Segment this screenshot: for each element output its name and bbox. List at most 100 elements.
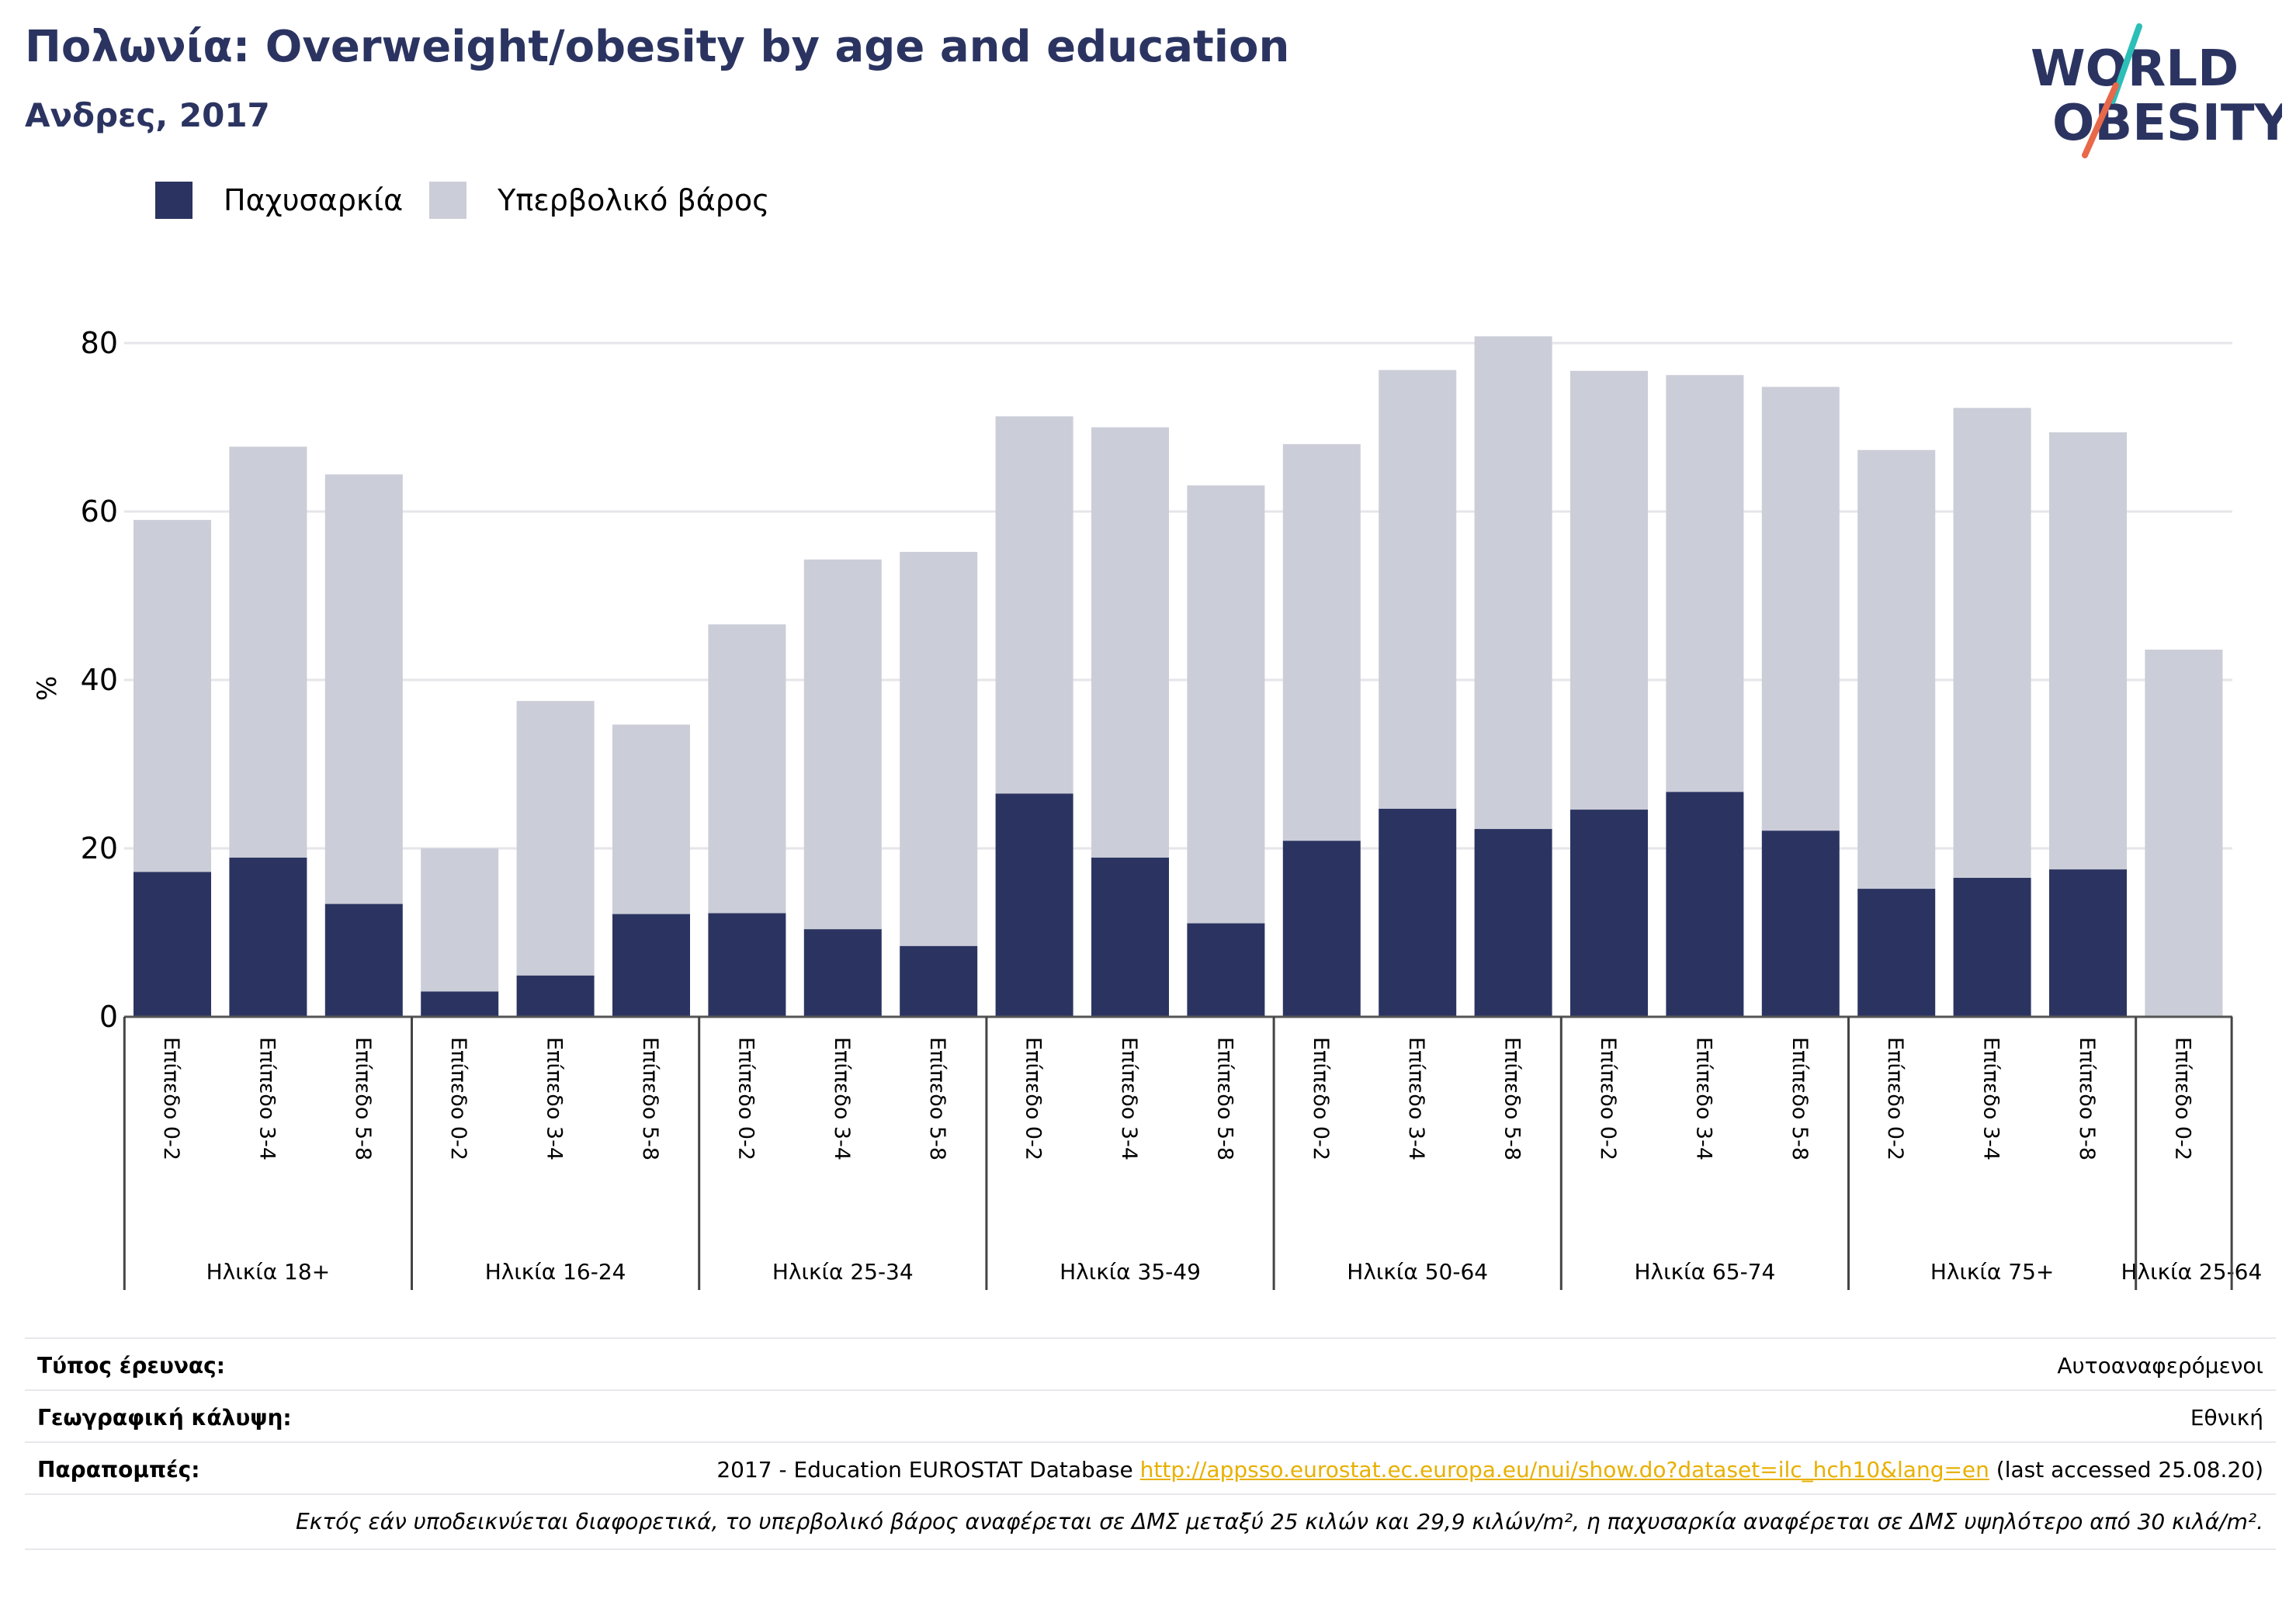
bar-obesity: [1761, 831, 1840, 1017]
legend-swatch-obesity: [155, 182, 192, 219]
y-tick-label: 0: [99, 1000, 118, 1034]
x-category-label: Επίπεδο 0-2: [446, 1037, 470, 1160]
references-value: 2017 - Education EUROSTAT Database http:…: [716, 1457, 2263, 1483]
bar-overweight: [1379, 369, 1457, 810]
bar-overweight: [1474, 336, 1552, 830]
bar-overweight: [324, 474, 403, 904]
bar-overweight: [1761, 387, 1840, 831]
legend-item-overweight: Υπερβολικό βάρος: [429, 182, 769, 219]
bar-obesity: [1379, 809, 1457, 1017]
bar-overweight: [1187, 485, 1265, 924]
x-group-label: Ηλικία 18+: [206, 1259, 331, 1285]
bar-overweight: [134, 519, 211, 872]
references-label: Παραπομπές:: [37, 1457, 200, 1483]
info-row-references: Παραπομπές: 2017 - Education EUROSTAT Da…: [25, 1441, 2276, 1493]
chart-subtitle: Ανδρες, 2017: [25, 96, 270, 134]
bar-overweight: [1953, 407, 2031, 878]
x-category-label: Επίπεδο 0-2: [2170, 1037, 2194, 1160]
survey-type-value: Αυτοαναφερόμενοι: [2057, 1353, 2263, 1379]
bar-overweight: [1570, 370, 1648, 810]
bar-overweight: [1282, 444, 1361, 841]
bar-obesity: [803, 929, 882, 1017]
x-category-label: Επίπεδο 3-4: [830, 1037, 854, 1160]
x-category-label: Επίπεδο 0-2: [1596, 1037, 1620, 1160]
bar-obesity: [1570, 810, 1648, 1017]
chart-title: Πολωνία: Overweight/obesity by age and e…: [25, 22, 1290, 72]
bar-obesity: [324, 903, 403, 1017]
x-category-label: Επίπεδο 5-8: [638, 1037, 662, 1160]
x-category-label: Επίπεδο 5-8: [1212, 1037, 1236, 1160]
x-category-label: Επίπεδο 0-2: [734, 1037, 758, 1160]
x-category-label: Επίπεδο 5-8: [351, 1037, 375, 1160]
bar-obesity: [516, 975, 595, 1017]
info-row-survey: Τύπος έρευνας: Αυτοαναφερόμενοι: [25, 1337, 2276, 1389]
bar-overweight: [995, 416, 1073, 794]
x-category-label: Επίπεδο 0-2: [159, 1037, 183, 1160]
bar-overweight: [708, 624, 786, 914]
x-group-label: Ηλικία 25-64: [2121, 1259, 2263, 1285]
info-row-coverage: Γεωγραφική κάλυψη: Εθνική: [25, 1389, 2276, 1441]
bar-overweight: [900, 552, 978, 946]
bar-overweight: [421, 848, 499, 992]
bar-obesity: [421, 991, 499, 1017]
info-table: Τύπος έρευνας: Αυτοαναφερόμενοι Γεωγραφι…: [25, 1337, 2276, 1550]
x-category-label: Επίπεδο 3-4: [1404, 1037, 1428, 1160]
definition-note: Εκτός εάν υποδεικνύεται διαφορετικά, το …: [25, 1493, 2276, 1550]
x-category-label: Επίπεδο 5-8: [925, 1037, 949, 1160]
bar-obesity: [900, 945, 978, 1017]
legend-item-obesity: Παχυσαρκία: [155, 182, 403, 219]
bar-overweight: [516, 701, 595, 976]
world-obesity-logo: WORLD OBESITY: [2031, 23, 2282, 158]
bar-obesity: [612, 914, 690, 1017]
references-suffix: (last accessed 25.08.20): [1989, 1457, 2263, 1483]
chart-legend: Παχυσαρκία Υπερβολικό βάρος: [155, 177, 796, 224]
bar-obesity: [1953, 877, 2031, 1017]
bar-obesity: [1474, 829, 1552, 1017]
bar-obesity: [1857, 889, 1936, 1017]
x-category-label: Επίπεδο 0-2: [1883, 1037, 1907, 1160]
x-category-label: Επίπεδο 0-2: [1021, 1037, 1046, 1160]
stacked-bar-chart: 0 20 40 60 80% Επίπεδο 0-2 Επίπεδο 3-4 Επίπεδο …: [32, 326, 2263, 1290]
bar-overweight: [229, 446, 307, 858]
x-group-label: Ηλικία 50-64: [1347, 1259, 1488, 1285]
x-category-label: Επίπεδο 0-2: [1309, 1037, 1333, 1160]
y-tick-label: 20: [81, 831, 118, 865]
bar-overweight: [1666, 375, 1744, 792]
bar-overweight: [1857, 449, 1936, 890]
bar-obesity: [1666, 792, 1744, 1017]
references-prefix: 2017 - Education EUROSTAT Database: [716, 1457, 1140, 1483]
bar-obesity: [1282, 841, 1361, 1017]
coverage-value: Εθνική: [2190, 1405, 2263, 1431]
bar-overweight: [2145, 649, 2223, 1017]
x-category-label: Επίπεδο 3-4: [1691, 1037, 1715, 1160]
bar-obesity: [229, 857, 307, 1017]
x-category-label: Επίπεδο 3-4: [1117, 1037, 1141, 1160]
x-category-label: Επίπεδο 3-4: [255, 1037, 279, 1160]
x-group-label: Ηλικία 25-34: [772, 1259, 914, 1285]
bar-obesity: [708, 913, 786, 1017]
bar-overweight: [1091, 427, 1169, 858]
x-category-label: Επίπεδο 5-8: [1500, 1037, 1524, 1160]
bar-obesity: [2049, 869, 2127, 1017]
bar-obesity: [1091, 857, 1169, 1017]
x-category-label: Επίπεδο 3-4: [543, 1037, 567, 1160]
y-tick-label: 60: [81, 494, 118, 529]
y-tick-label: 40: [81, 663, 118, 697]
x-group-label: Ηλικία 35-49: [1060, 1259, 1201, 1285]
references-link[interactable]: http://appsso.eurostat.ec.europa.eu/nui/…: [1139, 1457, 1989, 1483]
bar-obesity: [134, 872, 211, 1017]
legend-label-obesity: Παχυσαρκία: [224, 183, 404, 217]
x-category-label: Επίπεδο 5-8: [2075, 1037, 2099, 1160]
x-group-label: Ηλικία 65-74: [1635, 1259, 1776, 1285]
bar-overweight: [612, 724, 690, 914]
y-tick-label: 80: [81, 326, 118, 360]
x-group-label: Ηλικία 16-24: [485, 1259, 626, 1285]
x-category-label: Επίπεδο 3-4: [1979, 1037, 2003, 1160]
x-category-label: Επίπεδο 5-8: [1788, 1037, 1812, 1160]
bar-overweight: [2049, 432, 2127, 870]
bar-obesity: [995, 793, 1073, 1017]
coverage-label: Γεωγραφική κάλυψη:: [37, 1405, 292, 1431]
x-group-label: Ηλικία 75+: [1930, 1259, 2055, 1285]
logo-line-1: WORLD: [2031, 40, 2239, 98]
bar-overweight: [803, 559, 882, 930]
